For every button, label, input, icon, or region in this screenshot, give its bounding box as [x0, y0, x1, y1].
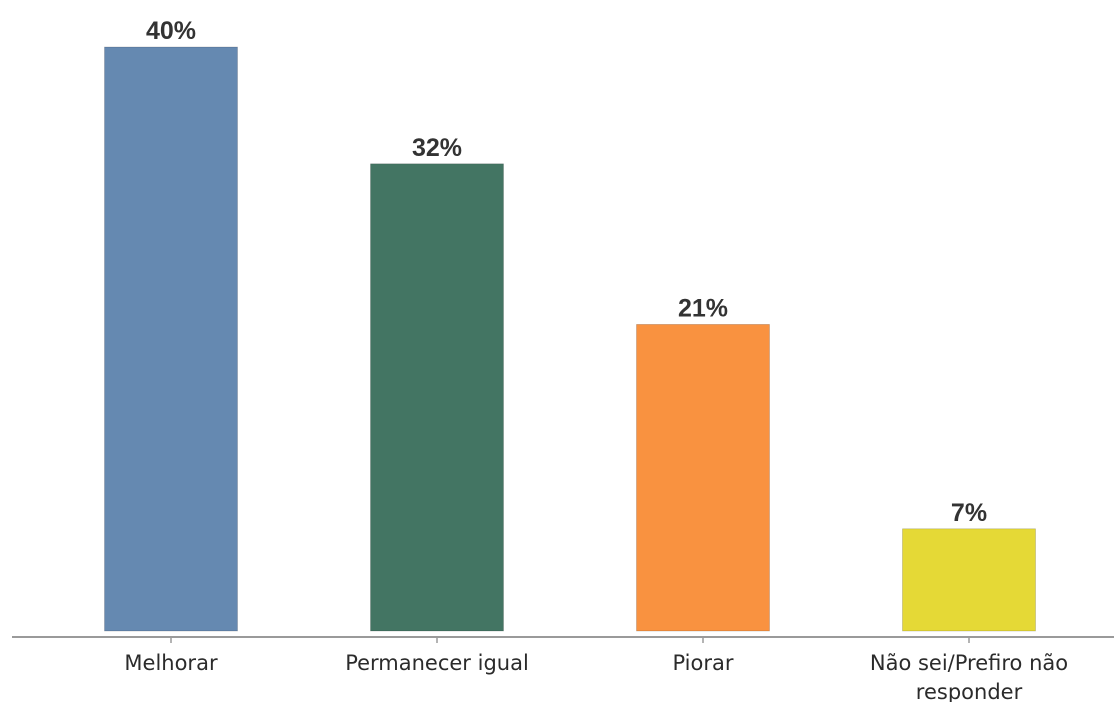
category-labels-group: Melhorar Permanecer igual Piorar Não sei/Pr…	[124, 651, 1068, 702]
x-axis-ticks-group	[170, 637, 970, 643]
category-label-1-line-0: Permanecer igual	[345, 651, 529, 675]
category-label-3-line-1: responder	[916, 680, 1023, 702]
bar-value-label-3: 7%	[951, 499, 987, 527]
category-label-0-line-0: Melhorar	[124, 651, 218, 675]
bar-2	[636, 324, 770, 632]
bars-group	[104, 46, 1036, 632]
bar-value-label-0: 40%	[146, 17, 196, 45]
bar-1	[370, 163, 504, 632]
bar-value-label-2: 21%	[678, 294, 728, 322]
value-labels-group: 40% 32% 21% 7%	[146, 17, 987, 527]
bar-3	[902, 528, 1036, 632]
category-label-3-line-0: Não sei/Prefiro não	[870, 651, 1068, 675]
bar-0	[104, 46, 238, 632]
bar-value-label-1: 32%	[412, 134, 462, 162]
category-label-2-line-0: Piorar	[672, 651, 733, 675]
